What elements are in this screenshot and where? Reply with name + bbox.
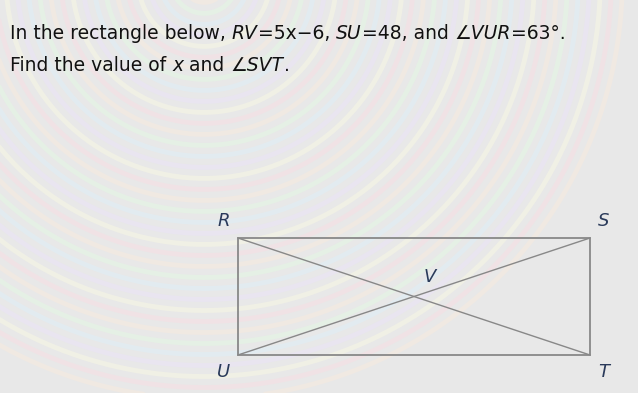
Text: U: U: [217, 363, 230, 381]
Text: SU: SU: [336, 24, 362, 43]
Text: V: V: [424, 268, 436, 286]
Text: =63°.: =63°.: [511, 24, 566, 43]
Text: =48, and: =48, and: [362, 24, 455, 43]
Text: T: T: [598, 363, 609, 381]
Bar: [238, 238, 590, 355]
Text: .: .: [283, 56, 290, 75]
Text: R: R: [218, 212, 230, 230]
Text: =5x−6,: =5x−6,: [258, 24, 336, 43]
Text: RV: RV: [232, 24, 258, 43]
Text: ∠SVT: ∠SVT: [230, 56, 283, 75]
Text: and: and: [183, 56, 230, 75]
Text: In the rectangle below,: In the rectangle below,: [10, 24, 232, 43]
Text: ∠VUR: ∠VUR: [455, 24, 511, 43]
Text: S: S: [598, 212, 609, 230]
Text: Find the value of: Find the value of: [10, 56, 172, 75]
Text: x: x: [172, 56, 183, 75]
